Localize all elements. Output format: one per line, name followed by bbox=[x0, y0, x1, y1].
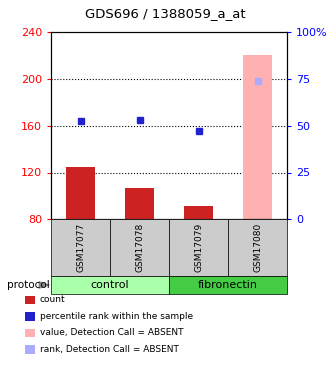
Text: GSM17078: GSM17078 bbox=[135, 223, 144, 272]
Text: rank, Detection Call = ABSENT: rank, Detection Call = ABSENT bbox=[40, 345, 179, 354]
Text: count: count bbox=[40, 296, 65, 304]
Bar bbox=[125, 188, 154, 219]
Text: GSM17077: GSM17077 bbox=[76, 223, 85, 272]
Text: value, Detection Call = ABSENT: value, Detection Call = ABSENT bbox=[40, 328, 183, 338]
Text: protocol: protocol bbox=[7, 280, 50, 290]
Polygon shape bbox=[39, 281, 50, 289]
Text: GSM17080: GSM17080 bbox=[253, 223, 262, 272]
Text: GDS696 / 1388059_a_at: GDS696 / 1388059_a_at bbox=[85, 7, 245, 20]
Text: control: control bbox=[91, 280, 129, 290]
Bar bbox=[66, 166, 95, 219]
Text: percentile rank within the sample: percentile rank within the sample bbox=[40, 312, 193, 321]
Bar bbox=[243, 56, 272, 219]
Bar bbox=[184, 207, 214, 219]
Text: fibronectin: fibronectin bbox=[198, 280, 258, 290]
Text: GSM17079: GSM17079 bbox=[194, 223, 203, 272]
